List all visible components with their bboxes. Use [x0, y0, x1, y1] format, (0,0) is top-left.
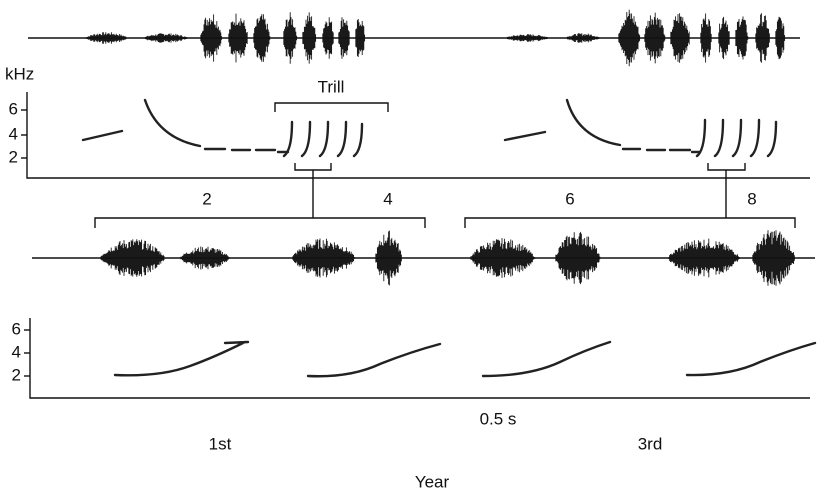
- year-label: 3rd: [638, 434, 663, 453]
- unit-label: kHz: [5, 64, 34, 83]
- y-tick-label: 4: [12, 342, 21, 361]
- y-tick-label: 6: [12, 319, 21, 338]
- trace: [282, 120, 364, 158]
- trace: [481, 340, 612, 378]
- trace: [503, 130, 547, 142]
- trace: [685, 341, 817, 377]
- year-label: 1st: [209, 434, 232, 453]
- spectrogram-axes: [29, 318, 810, 399]
- y-tick-label: 4: [9, 124, 18, 143]
- trace: [695, 118, 778, 158]
- bracket: [464, 217, 796, 228]
- trace: [203, 147, 290, 154]
- trace: [565, 98, 622, 147]
- x-tick-label: 6: [565, 189, 574, 208]
- trace: [143, 98, 202, 148]
- y-tick-label: 2: [12, 365, 21, 384]
- y-tick-label: 2: [9, 147, 18, 166]
- bracket: [294, 163, 332, 218]
- x-tick-label: 4: [383, 189, 392, 208]
- bracket: [274, 102, 389, 112]
- x-tick-label: 8: [747, 189, 756, 208]
- trace: [81, 129, 124, 142]
- scale-label: 0.5 s: [480, 409, 517, 428]
- spectrogram-axes: [26, 92, 810, 179]
- trace: [113, 340, 250, 377]
- trace: [306, 342, 442, 378]
- trill-label: Trill: [318, 77, 345, 96]
- bracket: [94, 217, 426, 228]
- spectrogram-traces: [81, 98, 817, 378]
- waveforms: [85, 9, 795, 286]
- trace: [621, 147, 702, 154]
- x-tick-label: 2: [202, 189, 211, 208]
- axis-title: Year: [415, 472, 450, 491]
- bracket: [707, 163, 746, 218]
- y-tick-label: 6: [9, 99, 18, 118]
